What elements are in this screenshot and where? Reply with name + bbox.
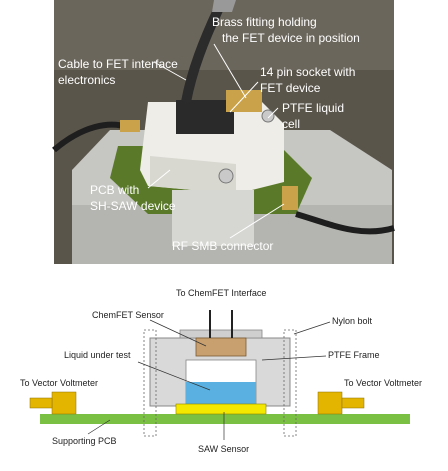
supporting-pcb [40,414,410,424]
ptfe-cell-front [150,156,236,194]
leader-nylon-bolt [293,321,331,335]
socket [176,100,234,134]
label-ptfe-cell: PTFE liquid cell [282,101,347,131]
ribbon-cable [181,7,223,103]
leader-ptfe [267,107,279,119]
coax-right [295,211,395,235]
label-supporting-pcb: Supporting PCB [52,436,117,446]
label-pcb: PCB with SH-SAW device [90,183,176,213]
leader-ptfe-frame [261,355,327,361]
label-cable-line2: electronics [58,73,115,87]
liquid-under-test [186,382,256,404]
smb-connector-left [120,120,140,132]
diagram-panel: To ChemFET Interface ChemFET Sensor Nylo… [20,288,422,454]
vv-connector-right-pin [341,397,365,409]
label-ptfe-cell-line1: PTFE liquid [282,101,344,115]
label-cable-line1: Cable to FET interface [58,57,178,71]
label-liquid: Liquid under test [64,350,131,360]
label-pcb-line1: PCB with [90,183,139,197]
leader-pcb [147,169,171,189]
leader-brass [213,43,247,99]
nylon-bolt-left [143,329,157,437]
label-socket-line1: 14 pin socket with [260,65,355,79]
label-socket-line2: FET device [260,81,321,95]
label-ptfe-cell-line2: cell [282,117,300,131]
ribbon-cable-ends [212,0,236,12]
label-rf-smb-line1: RF SMB connector [172,239,273,253]
chemfet-sensor [195,337,247,357]
label-chemfet-interface: To ChemFET Interface [176,288,266,298]
photo-panel: Brass fitting holding the FET device in … [52,0,395,264]
leader-liquid [137,361,211,391]
lower-mount [172,190,254,246]
saw-sensor [175,403,267,415]
brass-fitting [226,90,262,112]
label-ptfe-frame: PTFE Frame [328,350,380,360]
label-nylon-bolt: Nylon bolt [332,316,373,326]
label-vv-right: To Vector Voltmeter [344,378,422,388]
leader-cable [153,61,187,81]
label-chemfet-sensor: ChemFET Sensor [92,310,164,320]
nylon-bolt-right [283,329,297,437]
leader-rf [229,203,285,239]
label-cable: Cable to FET interface electronics [58,57,181,87]
screw [218,168,234,184]
leader-pcb [87,419,111,435]
label-pcb-line2: SH-SAW device [90,199,176,213]
label-brass-fitting-line2: the FET device in position [222,31,360,45]
label-saw-sensor: SAW Sensor [198,444,249,454]
vv-connector-left-pin [29,397,53,409]
label-socket: 14 pin socket with FET device [260,65,359,95]
vv-connector-right [317,391,343,415]
leader-socket [229,81,259,113]
label-brass-fitting: Brass fitting holding the FET device in … [212,15,360,45]
label-rf-smb: RF SMB connector [172,239,273,253]
smb-connector-right [282,186,298,210]
leader-chemfet-sensor [149,319,207,347]
top-cap [179,329,263,339]
label-vv-left: To Vector Voltmeter [20,378,98,388]
label-brass-fitting-line1: Brass fitting holding [212,15,317,29]
vv-connector-left [51,391,77,415]
screw [261,109,275,123]
